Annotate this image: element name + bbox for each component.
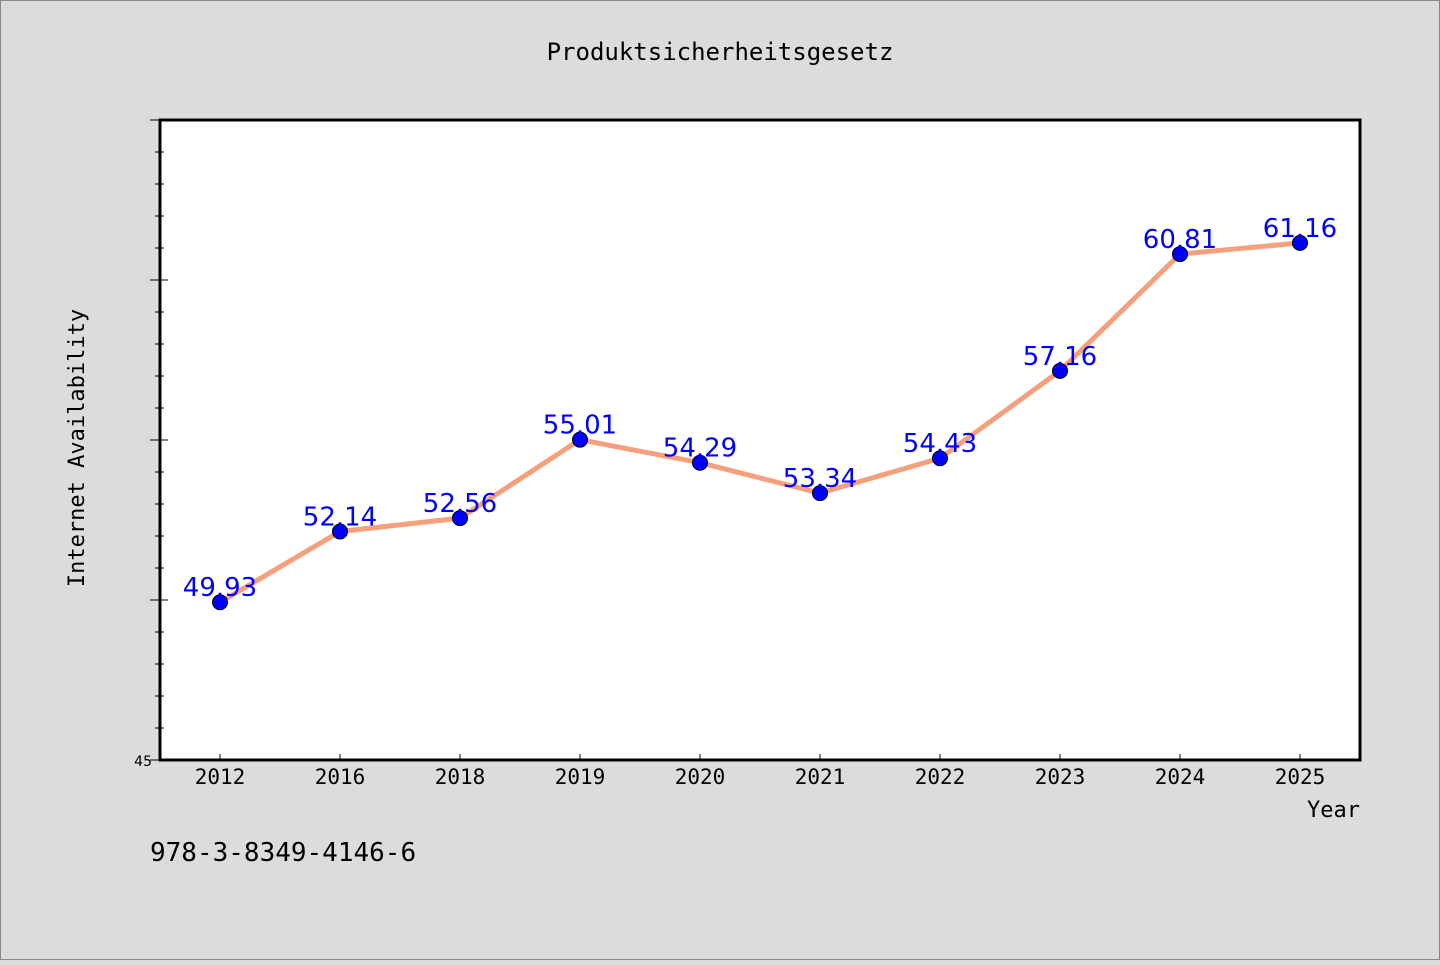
series-markers-group — [212, 234, 1308, 611]
data-point-2016 — [332, 523, 348, 540]
data-label-2025: 61.16 — [1263, 214, 1337, 244]
data-label-2023: 57.16 — [1023, 342, 1097, 372]
series-data-labels: 49.93 52.14 52.56 55.01 54.29 53.34 54.43 57.16… — [183, 214, 1337, 603]
data-point-2025 — [1292, 234, 1308, 251]
x-axis-ticks: 2012 2016 2018 2019 2020 2021 2022 2023 2024 2025 — [195, 754, 1326, 789]
data-label-2021: 53.34 — [783, 464, 857, 494]
series-line — [217, 240, 1303, 605]
x-tick-label: 2019 — [555, 765, 606, 789]
data-label-2024: 60.81 — [1143, 225, 1217, 255]
data-point-2020 — [692, 454, 708, 471]
y-axis-label: Internet Availability — [65, 309, 90, 587]
data-label-2019: 55.01 — [543, 411, 617, 441]
y-tick-label-min: 45 — [134, 754, 152, 770]
data-point-2019 — [572, 431, 588, 448]
x-tick-label: 2021 — [795, 765, 846, 789]
data-label-2020: 54.29 — [663, 434, 737, 464]
chart-title: Produktsicherheitsgesetz — [547, 38, 894, 66]
series-line-group — [217, 240, 1303, 605]
plot-area — [158, 118, 1362, 762]
data-label-2016: 52.14 — [303, 503, 377, 533]
data-point-2021 — [812, 485, 828, 502]
data-point-2024 — [1172, 246, 1188, 263]
data-point-2022 — [932, 450, 948, 467]
data-point-2023 — [1052, 362, 1068, 379]
data-label-2022: 54.43 — [903, 429, 977, 459]
x-tick-label: 2022 — [915, 765, 966, 789]
isbn-text: 978-3-8349-4146-6 — [150, 838, 416, 868]
x-tick-label: 2025 — [1275, 765, 1326, 789]
x-tick-label: 2016 — [315, 765, 366, 789]
x-tick-label: 2024 — [1155, 765, 1206, 789]
x-tick-label: 2020 — [675, 765, 726, 789]
data-label-2018: 52.56 — [423, 489, 497, 519]
x-tick-label: 2018 — [435, 765, 486, 789]
x-axis-label: Year — [1307, 798, 1360, 823]
data-point-2018 — [452, 510, 468, 527]
y-axis-ticks — [150, 119, 168, 761]
x-tick-label: 2023 — [1035, 765, 1086, 789]
x-tick-label: 2012 — [195, 765, 246, 789]
data-point-2012 — [212, 594, 228, 611]
data-label-2012: 49.93 — [183, 573, 257, 603]
